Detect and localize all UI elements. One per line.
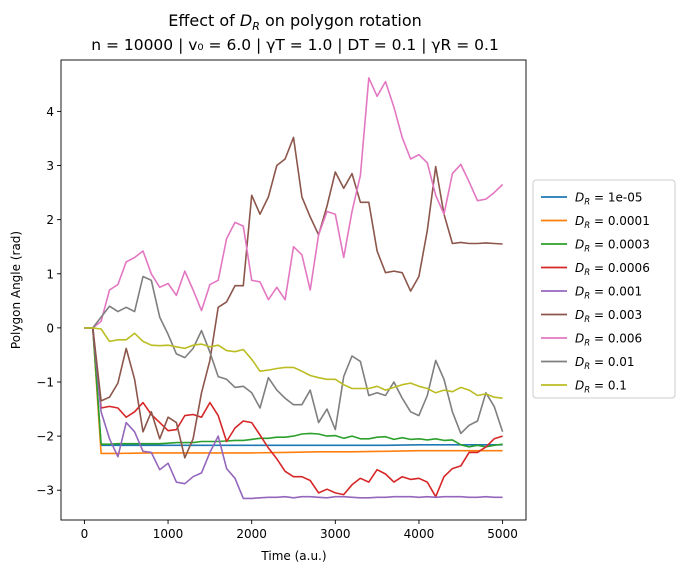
series-line-5 (84, 136, 503, 459)
legend-entry-3: DR = 0.0006 (575, 261, 650, 278)
title-suffix: on polygon rotation (260, 11, 422, 30)
legend-entry-1: DR = 0.0001 (575, 214, 650, 231)
x-tick-label: 4000 (404, 527, 435, 541)
legend-entry-0: DR = 1e-05 (575, 191, 642, 208)
x-tick-label: 0 (81, 527, 89, 541)
y-tick-label: 0 (46, 321, 54, 335)
x-tick-label: 3000 (320, 527, 351, 541)
axes-frame (60, 59, 527, 521)
chart-title-line1: Effect of DR on polygon rotation (168, 11, 422, 33)
legend-box (532, 179, 676, 399)
title-symbol: D (240, 11, 252, 30)
axes: 0 1000 2000 3000 4000 5000 −3 −2 −1 0 1 2 3 4 (36, 59, 527, 541)
legend: DR = 1e-05 DR = 0.0001 DR = 0.0003 DR = 0.0… (532, 179, 676, 399)
title-prefix: Effect of (168, 11, 240, 30)
legend-entry-5: DR = 0.003 (575, 308, 642, 325)
series-line-8 (84, 327, 503, 399)
title-subscript: R (252, 20, 260, 33)
series-line-3 (84, 327, 503, 498)
y-axis-label: Polygon Angle (rad) (9, 231, 23, 349)
x-tick-label: 2000 (236, 527, 267, 541)
y-tick-label: −2 (36, 430, 54, 444)
series-line-4 (84, 327, 503, 500)
x-tick-label: 1000 (153, 527, 184, 541)
x-tick-label: 5000 (487, 527, 518, 541)
y-tick-label: 4 (46, 105, 54, 119)
x-axis-label: Time (a.u.) (260, 549, 326, 563)
series-line-0 (84, 327, 503, 447)
legend-entry-7: DR = 0.01 (575, 355, 635, 372)
series-line-7 (84, 275, 504, 435)
y-tick-label: 2 (46, 213, 54, 227)
chart-title-line2: n = 10000 | v₀ = 6.0 | γT = 1.0 | DT = 0… (91, 36, 499, 54)
y-tick-label: −1 (36, 376, 54, 390)
legend-entry-4: DR = 0.001 (575, 285, 642, 302)
plot-area (84, 77, 504, 500)
series-line-6 (84, 77, 504, 329)
y-tick-label: 3 (46, 159, 54, 173)
y-tick-label: −3 (36, 484, 54, 498)
series-line-2 (84, 327, 503, 448)
legend-entry-8: DR = 0.1 (575, 379, 627, 396)
legend-entry-2: DR = 0.0003 (575, 238, 650, 255)
legend-entry-6: DR = 0.006 (575, 332, 642, 349)
y-tick-label: 1 (46, 267, 54, 281)
series-line-1 (84, 327, 503, 455)
